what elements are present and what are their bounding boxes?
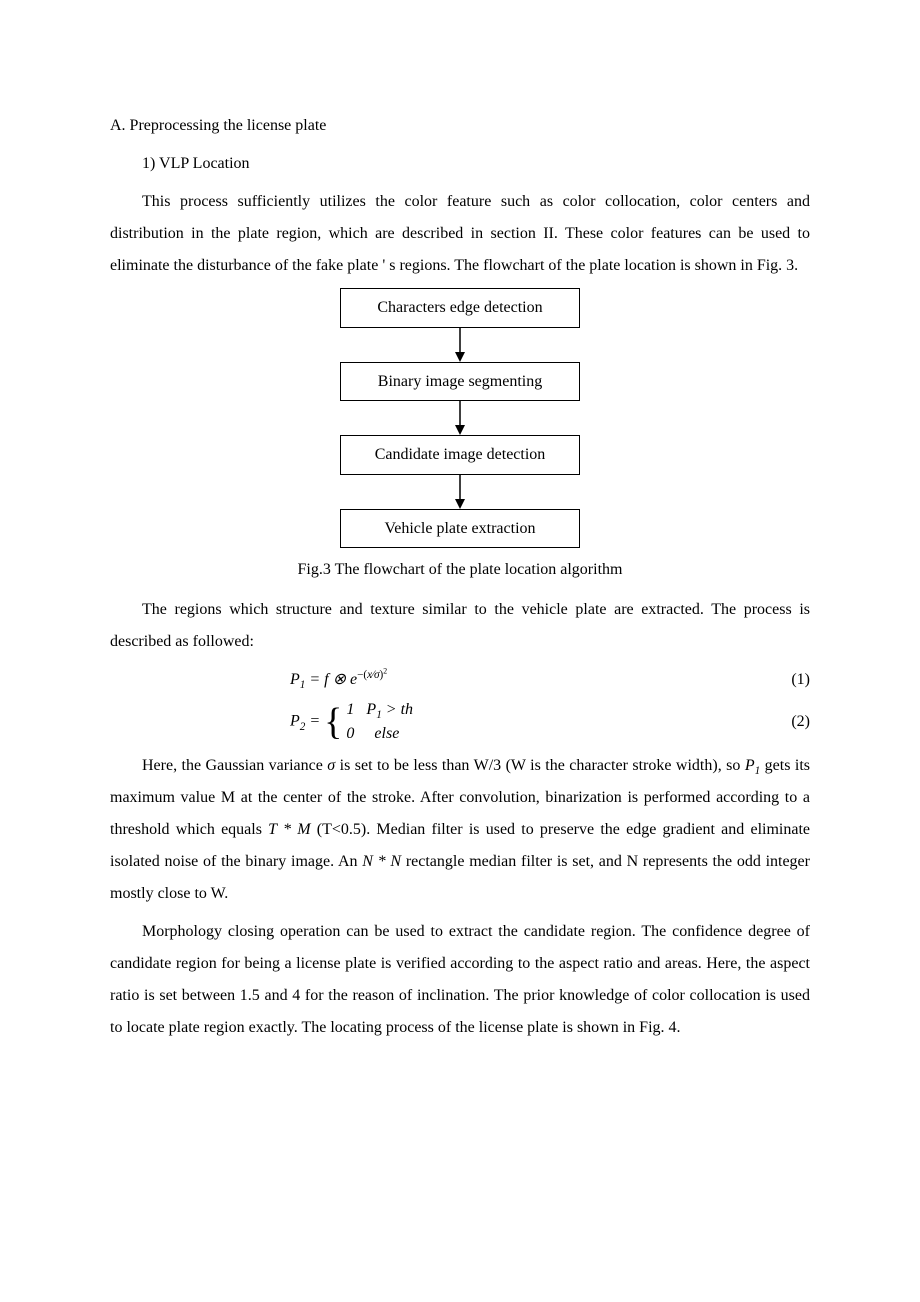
eq2-case2-val: 0 <box>346 725 354 742</box>
flowchart-node-1: Characters edge detection <box>340 288 580 328</box>
nn-symbol: N * N <box>362 853 401 870</box>
tm-symbol: T * M <box>268 821 310 838</box>
eq1-number: (1) <box>750 664 810 696</box>
p1-symbol-base: P <box>745 757 755 774</box>
p3-b: is set to be less than W/3 (W is the cha… <box>335 757 745 774</box>
p3-a: Here, the Gaussian variance <box>142 757 327 774</box>
paragraph-2: The regions which structure and texture … <box>110 594 810 658</box>
eq1-op: = f ⊗ e <box>305 671 357 688</box>
section-heading-a: A. Preprocessing the license plate <box>110 110 810 142</box>
paragraph-1: This process sufficiently utilizes the c… <box>110 186 810 282</box>
eq2-case1-cond-rest: > th <box>382 701 413 718</box>
sigma-symbol: σ <box>327 757 335 774</box>
flowchart-arrow-2 <box>452 401 468 435</box>
paragraph-4: Morphology closing operation can be used… <box>110 916 810 1044</box>
eq2-case1-cond-lhs: P <box>366 701 376 718</box>
flowchart-node-4: Vehicle plate extraction <box>340 509 580 549</box>
eq2-number: (2) <box>750 706 810 738</box>
flowchart-arrow-3 <box>452 475 468 509</box>
eq2-lhs-sub: 2 <box>300 721 306 733</box>
flowchart-node-3: Candidate image detection <box>340 435 580 475</box>
figure3-caption: Fig.3 The flowchart of the plate locatio… <box>110 554 810 586</box>
paragraph-3: Here, the Gaussian variance σ is set to … <box>110 750 810 910</box>
eq2-case1-val: 1 <box>346 701 354 718</box>
equation-2: P2 = { 1 P1 > th 0 else (2) <box>110 698 810 746</box>
eq1-lhs: P <box>290 671 300 688</box>
equation-1: P1 = f ⊗ e−(x⁄σ)2 (1) <box>110 664 810 696</box>
equation-block: P1 = f ⊗ e−(x⁄σ)2 (1) P2 = { 1 P1 > th 0… <box>110 664 810 746</box>
subsection-heading-a1: 1) VLP Location <box>110 148 810 180</box>
flowchart-arrow-1 <box>452 328 468 362</box>
flowchart-fig3: Characters edge detection Binary image s… <box>110 288 810 548</box>
eq2-lhs: P <box>290 713 300 730</box>
flowchart-node-2: Binary image segmenting <box>340 362 580 402</box>
eq2-case2-cond: else <box>374 725 399 742</box>
